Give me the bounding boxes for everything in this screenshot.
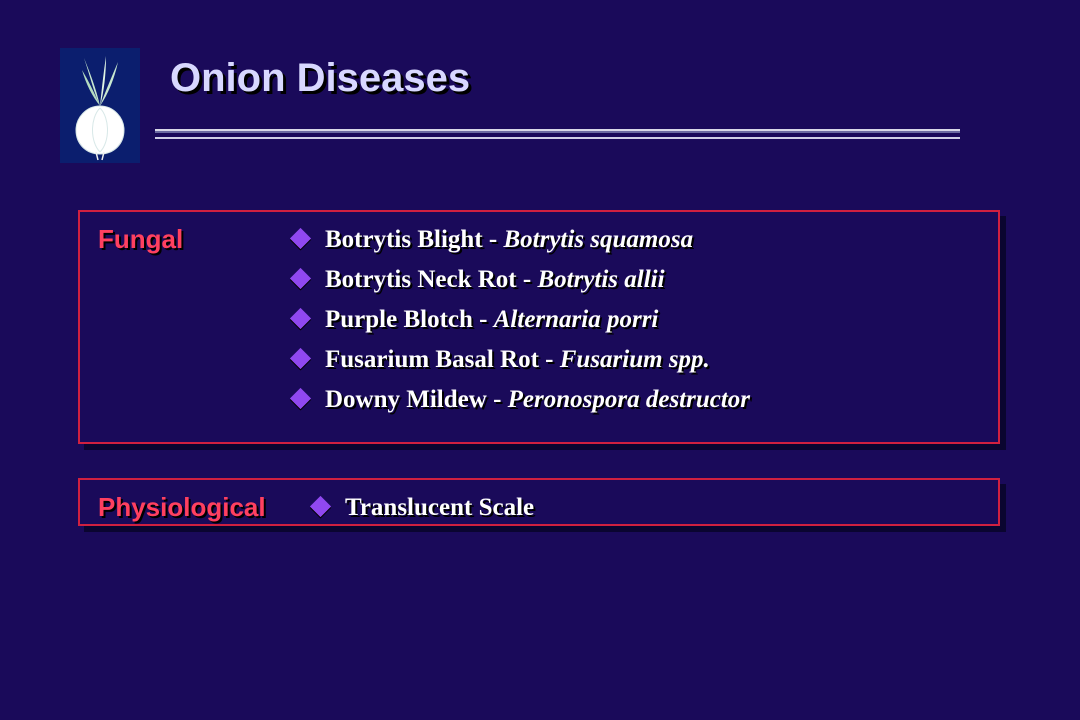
diamond-icon — [290, 228, 311, 249]
list-item: Translucent Scale — [313, 494, 534, 522]
slide: Onion Diseases Fungal Botrytis Blight - … — [0, 0, 1080, 720]
diamond-icon — [310, 496, 331, 517]
list-item: Purple Blotch - Alternaria porri — [293, 306, 750, 334]
list-item: Downy Mildew - Peronospora destructor — [293, 386, 750, 414]
list-item: Botrytis Blight - Botrytis squamosa — [293, 226, 750, 254]
diamond-icon — [290, 308, 311, 329]
title-area: Onion Diseases — [140, 48, 960, 139]
list-item: Fusarium Basal Rot - Fusarium spp. — [293, 346, 750, 374]
section-physiological: Physiological Translucent Scale — [78, 478, 1000, 526]
physiological-list: Translucent Scale — [313, 490, 534, 514]
section-label-physiological: Physiological — [98, 490, 313, 514]
diamond-icon — [290, 388, 311, 409]
diamond-icon — [290, 268, 311, 289]
divider — [155, 129, 960, 139]
fungal-list: Botrytis Blight - Botrytis squamosa Botr… — [293, 222, 750, 432]
section-fungal: Fungal Botrytis Blight - Botrytis squamo… — [78, 210, 1000, 444]
list-item: Botrytis Neck Rot - Botrytis allii — [293, 266, 750, 294]
page-title: Onion Diseases — [170, 56, 960, 101]
header: Onion Diseases — [60, 48, 960, 163]
section-label-fungal: Fungal — [98, 222, 293, 432]
onion-icon — [60, 48, 140, 163]
diamond-icon — [290, 348, 311, 369]
